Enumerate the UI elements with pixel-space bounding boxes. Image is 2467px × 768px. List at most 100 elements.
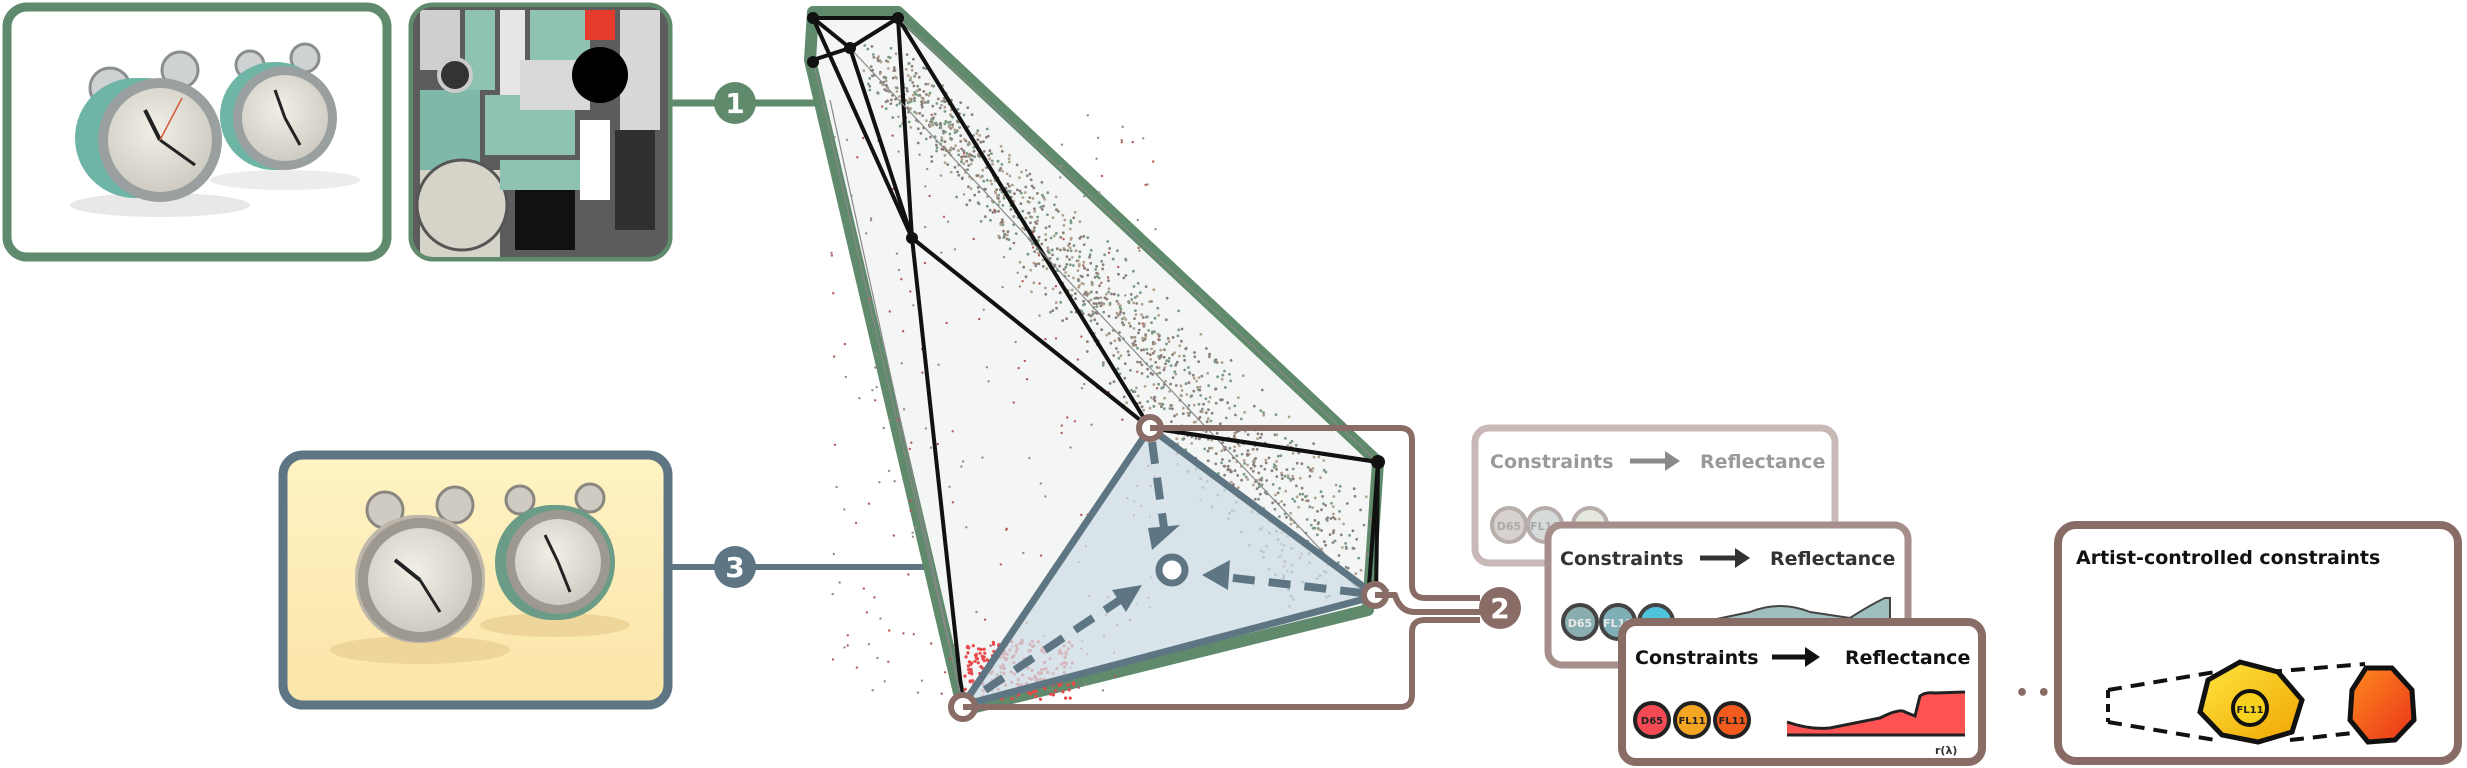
cloud-point [1028, 456, 1031, 460]
cloud-point [1124, 294, 1127, 297]
cloud-point [1291, 477, 1295, 481]
cloud-point [935, 102, 939, 105]
cloud-point [972, 149, 976, 153]
cloud-point [1132, 342, 1135, 345]
cloud-point [927, 94, 931, 97]
cloud-point [1234, 413, 1237, 417]
cloud-point [962, 138, 966, 141]
cloud-point [931, 123, 935, 127]
cloud-point [1223, 448, 1227, 452]
cloud-point [1240, 452, 1244, 456]
cloud-point [1295, 495, 1299, 499]
cloud-point [1044, 337, 1047, 341]
cloud-point [895, 90, 899, 93]
cloud-point [1132, 327, 1136, 330]
cloud-point [1069, 310, 1073, 314]
cloud-point [1064, 265, 1068, 269]
svg-text:FL11: FL11 [1678, 716, 1705, 727]
cloud-point [905, 87, 909, 90]
cloud-point [1094, 268, 1097, 271]
hull-vertices [807, 12, 1385, 469]
cloud-point [969, 162, 973, 166]
cloud-point [1137, 246, 1140, 250]
cloud-point [934, 121, 938, 125]
cloud-point [1068, 696, 1072, 700]
cloud-point [1216, 375, 1219, 379]
cloud-point [1130, 298, 1134, 301]
marker-3-badge [714, 546, 756, 588]
cloud-point [1109, 341, 1113, 345]
cloud-point [1095, 305, 1099, 308]
cloud-point [1122, 316, 1126, 319]
svg-text:FL11: FL11 [1718, 716, 1745, 727]
cloud-point [953, 248, 957, 251]
cloud-point [895, 252, 899, 255]
cloud-point [1251, 469, 1255, 473]
cloud-point [961, 460, 965, 463]
cloud-point [1168, 390, 1171, 393]
cloud-point [1149, 358, 1153, 361]
cloud-point [928, 91, 932, 95]
cloud-point [1157, 314, 1161, 317]
cloud-point [1051, 216, 1055, 220]
cloud-point [1345, 502, 1349, 505]
cloud-point [998, 168, 1002, 172]
cloud-point [887, 660, 890, 663]
cloud-point [1107, 290, 1110, 294]
cloud-point [983, 215, 987, 219]
cloud-point [1353, 494, 1357, 498]
cloud-point [1056, 257, 1059, 261]
cloud-point [994, 210, 997, 214]
arrow-heads [1112, 525, 1230, 612]
cloud-point [1207, 355, 1211, 359]
cloud-point [982, 150, 986, 153]
cloud-point [1359, 508, 1362, 512]
cloud-point [1294, 443, 1298, 447]
cloud-point [912, 633, 915, 636]
cloud-point [1317, 455, 1321, 459]
cloud-point [1197, 376, 1201, 379]
cloud-point [999, 563, 1002, 566]
cloud-point [909, 499, 912, 502]
cloud-point [967, 667, 971, 672]
cloud-point [1286, 474, 1290, 477]
constraint-card-3: Constraints Reflectance D65 FL11 FL11 r(… [1618, 618, 1986, 766]
cloud-point [1175, 437, 1179, 441]
cloud-point [1214, 452, 1218, 455]
cloud-point [1015, 163, 1019, 167]
cloud-point [1053, 203, 1056, 207]
cloud-point [1233, 449, 1236, 453]
cloud-point [1071, 256, 1074, 259]
cloud-point [862, 69, 866, 72]
cloud-point [1323, 540, 1326, 544]
cloud-point [1062, 268, 1066, 271]
cloud-point [1098, 284, 1101, 288]
cloud-point [962, 152, 966, 155]
cloud-point [1192, 376, 1196, 380]
cloud-point [1153, 399, 1157, 403]
cloud-point [921, 114, 924, 117]
cloud-point [1165, 342, 1168, 346]
cloud-point [1157, 334, 1161, 338]
cloud-point [959, 101, 963, 104]
cloud-point [1158, 402, 1161, 405]
cloud-point [1056, 210, 1060, 213]
cloud-point [846, 644, 849, 647]
cloud-point [1021, 209, 1025, 213]
cloud-point [1354, 572, 1358, 576]
cloud-point [1013, 192, 1016, 196]
cloud-point [1086, 340, 1089, 343]
cloud-point [1099, 296, 1103, 299]
cloud-point [969, 669, 973, 673]
cloud-point [1337, 554, 1341, 557]
cloud-point [858, 397, 861, 400]
cloud-point [1089, 298, 1093, 302]
cloud-point [1175, 360, 1179, 364]
cloud-point [1134, 313, 1138, 316]
cloud-point [956, 120, 960, 124]
cloud-point [1112, 292, 1116, 296]
cloud-point [1176, 334, 1180, 338]
cloud-point [1359, 568, 1363, 572]
cloud-point [1126, 350, 1130, 353]
cloud-point [831, 658, 835, 661]
